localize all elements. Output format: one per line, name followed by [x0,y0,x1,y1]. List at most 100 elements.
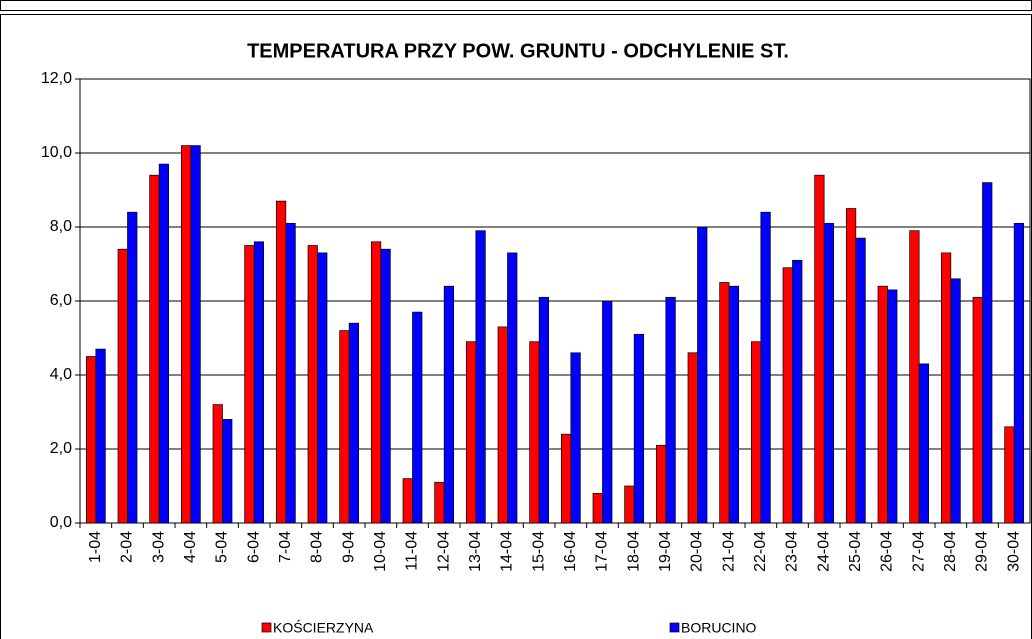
bar [940,252,952,524]
bar [307,245,318,524]
x-tick-label: 7-04 [277,531,294,563]
y-tick-label: 12,0 [41,70,72,87]
bar [95,348,106,524]
bar [443,285,455,524]
x-tick-label: 4-04 [182,531,199,563]
bar [823,222,835,524]
y-tick-label: 6,0 [50,292,72,309]
bar [982,182,993,524]
bar [149,174,160,524]
bar [633,333,645,524]
legend-label: KOŚCIERZYNA [273,619,374,636]
bar [750,341,762,524]
x-tick-label: 18-04 [625,531,642,572]
bar [317,252,328,524]
y-tick-label: 8,0 [50,218,72,235]
bar [624,485,635,524]
bar [719,282,730,524]
x-tick-label: 13-04 [467,531,484,572]
x-tick-label: 6-04 [245,531,262,563]
bar [244,245,255,524]
legend-label: BORUCINO [681,620,757,636]
x-tick-label: 19-04 [657,531,674,572]
bar [158,163,170,524]
bar [497,326,508,524]
x-tick-label: 8-04 [309,531,326,563]
bar [814,174,825,524]
x-tick-label: 20-04 [689,531,706,572]
bar [909,230,920,524]
bar [655,444,667,524]
bar [402,478,413,524]
bar [348,322,360,524]
x-tick-label: 25-04 [847,531,864,572]
x-tick-label: 24-04 [815,531,832,572]
legend-swatch [261,622,272,633]
x-tick-label: 17-04 [594,531,611,572]
bar [560,433,572,524]
bar [728,285,740,524]
x-tick-label: 21-04 [720,531,737,572]
bar [275,200,287,524]
x-tick-label: 28-04 [942,531,959,572]
bar [1013,222,1025,524]
bar [507,252,518,524]
y-tick-label: 0,0 [50,514,72,531]
bar [253,241,265,524]
bar [529,341,540,524]
bar [434,481,445,524]
x-tick-label: 9-04 [340,531,357,563]
x-tick-label: 22-04 [752,531,769,572]
bar [475,230,486,524]
x-tick-label: 26-04 [879,531,896,572]
x-tick-label: 5-04 [214,531,231,563]
bar [918,363,930,524]
x-tick-label: 3-04 [150,531,167,563]
x-tick-label: 12-04 [435,531,452,572]
x-tick-label: 15-04 [530,531,547,572]
bar [570,352,581,524]
bar [877,285,888,524]
top-frame [0,0,1032,11]
bar [592,493,603,524]
bar [760,211,771,524]
bar [412,311,423,524]
bar [85,356,97,524]
bar [117,248,128,524]
y-tick-label: 10,0 [41,144,72,161]
bar [538,296,550,524]
bar [190,145,201,524]
chart-title: TEMPERATURA PRZY POW. GRUNTU - ODCHYLENI… [247,40,789,62]
x-tick-label: 11-04 [404,531,421,571]
bar [465,341,477,524]
x-tick-label: 2-04 [119,531,136,563]
bar [1004,426,1015,524]
x-tick-label: 29-04 [974,531,991,572]
x-tick-label: 30-04 [1005,531,1022,572]
bar [370,241,382,524]
x-tick-label: 16-04 [562,531,579,572]
bar [855,237,866,524]
legend-swatch [669,622,680,633]
x-tick-label: 23-04 [784,531,801,572]
y-tick-label: 4,0 [50,366,72,383]
x-tick-label: 14-04 [499,531,516,572]
bar [665,296,676,524]
bar [792,259,803,524]
bar [212,404,223,524]
bar [887,289,898,524]
bar [339,330,350,524]
x-tick-label: 1-04 [87,531,104,563]
bar [127,211,138,524]
bar [602,300,613,524]
bar [782,267,793,524]
bar [845,208,857,524]
x-tick-label: 10-04 [372,531,389,572]
bar [222,419,233,524]
bar [180,145,192,524]
bar [972,296,983,524]
bar [380,248,391,524]
x-tick-label: 27-04 [910,531,927,572]
bar [285,222,296,524]
